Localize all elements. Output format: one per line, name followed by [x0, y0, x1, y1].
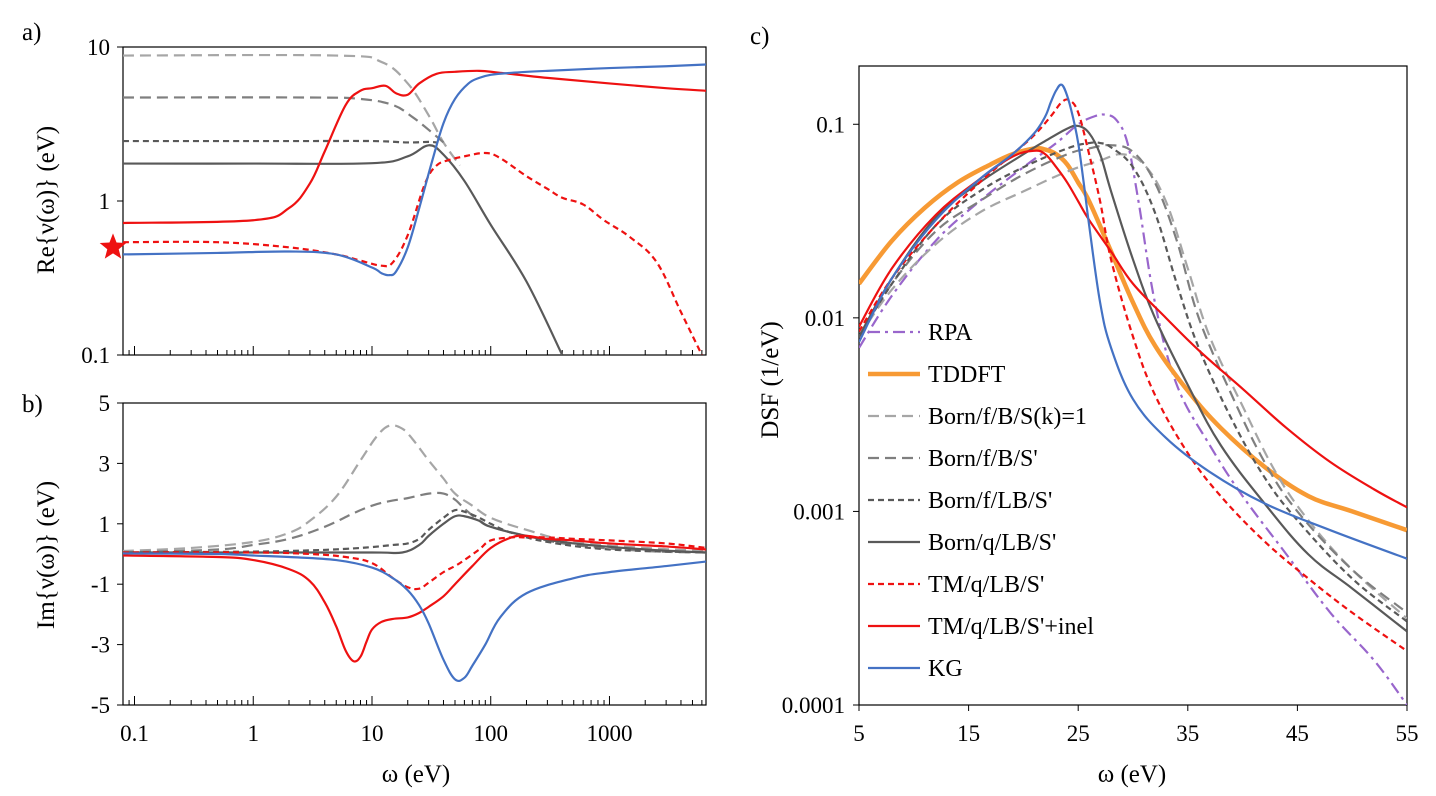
- panel-b-ytick-label: -3: [91, 633, 110, 658]
- legend-label-5: Born/q/LB/S': [928, 530, 1056, 556]
- panel-c-frame: [858, 65, 1408, 706]
- panel-c-series-tddft: [859, 145, 1407, 533]
- panel-b-ytick-label: -5: [91, 693, 110, 718]
- legend-label-2: Born/f/B/S(k)=1: [928, 404, 1087, 430]
- panel-b-series-tm-q-lb-s: [123, 536, 706, 591]
- panel-b-ylabel: Im{ν(ω)} (eV): [33, 481, 60, 629]
- panel-b-plot: 5 3 1 -1 -3 -5 0.1 1 10 100 1000: [91, 391, 707, 746]
- panel-b-xtick-label: 1: [247, 721, 259, 746]
- panel-c-ytick-label: 0.001: [793, 499, 845, 524]
- legend-label-6: TM/q/LB/S': [928, 572, 1044, 598]
- panel-a-ylabel: Re{ν(ω)} (eV): [33, 126, 60, 274]
- panel-b-series-kg: [123, 552, 706, 683]
- panel-c-xtick-label: 25: [1067, 721, 1090, 746]
- panel-a-series-group: [123, 53, 706, 355]
- panel-c-xtick-label: 35: [1176, 721, 1199, 746]
- panel-c-plot: 0.1 0.01 0.001 0.0001 5 15 25 35 45 55: [782, 65, 1419, 746]
- legend-label-7: TM/q/LB/S'+inel: [928, 614, 1094, 640]
- panel-b-xtick-label: 1000: [586, 721, 632, 746]
- legend-label-8: KG: [928, 656, 963, 682]
- panel-c-series-tm-q-lb-s: [859, 98, 1407, 652]
- panel-c-ytick-label: 0.0001: [782, 693, 845, 718]
- panel-c-xtick-label: 5: [853, 721, 865, 746]
- legend-label-1: TDDFT: [928, 362, 1006, 388]
- panel-c-xtick-label: 15: [957, 721, 980, 746]
- panel-b-series-born-f-b-s: [123, 491, 706, 554]
- panel-b-label: b): [22, 391, 43, 418]
- panel-c-series-kg: [859, 83, 1407, 560]
- panel-a-ytick-label: 1: [99, 189, 111, 214]
- panel-c-label: c): [750, 23, 769, 50]
- panel-a-series-born-f-b-s: [123, 96, 445, 144]
- panel-a-series-born-f-lb-s: [123, 139, 437, 144]
- panel-c-series-group: [859, 83, 1407, 705]
- panel-b-ytick-label: 1: [99, 512, 111, 537]
- panel-b-ytick-label: 3: [99, 451, 111, 476]
- panel-b-ytick-label: 5: [99, 391, 111, 416]
- panel-c-series-born-f-lb-s: [859, 141, 1407, 623]
- panel-b-xtick-label: 10: [360, 721, 383, 746]
- panel-a-series-born-q-lb-s: [123, 144, 564, 355]
- panel-a-star-marker: [99, 233, 127, 259]
- panel-a-ytick-label: 0.1: [81, 343, 110, 368]
- panel-b-group: b) Im{ν(ω)} (eV) ω (eV) 5 3 1 -1 -3 -5 0.1 1 10 1…: [22, 391, 707, 788]
- panel-c-xtick-label: 45: [1286, 721, 1309, 746]
- panel-a-ytick-label: 10: [87, 35, 110, 60]
- panel-b-ytick-label: -1: [91, 572, 110, 597]
- legend-label-3: Born/f/B/S': [928, 446, 1038, 472]
- legend-label-0: RPA: [928, 320, 973, 346]
- panel-b-xtick-label: 100: [473, 721, 508, 746]
- panel-a-frame: [122, 46, 707, 356]
- panel-c-group: c) DSF (1/eV) ω (eV) 0.1 0.01 0.001 0.0001 5…: [750, 23, 1419, 788]
- panel-c-ytick-label: 0.1: [816, 112, 845, 137]
- panel-a-label: a): [22, 19, 41, 46]
- panel-a-series-kg: [123, 63, 706, 277]
- panel-c-xtick-label: 55: [1396, 721, 1419, 746]
- panel-a-series-born-f-b-s-k-1: [123, 53, 461, 167]
- panel-b-series-tm-q-lb-s-inel: [123, 534, 706, 663]
- panel-a-group: a) Re{ν(ω)} (eV) 10 1 0.1: [22, 19, 707, 368]
- panel-c-series-rpa: [859, 113, 1407, 705]
- panel-b-series-born-f-b-s-k-1: [123, 424, 706, 553]
- panel-a-plot: 10 1 0.1: [81, 35, 707, 368]
- panel-c-xlabel: ω (eV): [1098, 761, 1167, 788]
- panel-b-xtick-label: 0.1: [120, 721, 149, 746]
- panel-c-ytick-label: 0.01: [805, 306, 845, 331]
- panel-c-series-born-f-b-s: [859, 143, 1407, 614]
- panel-b-xlabel: ω (eV): [382, 761, 451, 788]
- panel-a-series-tm-q-lb-s-inel: [123, 69, 706, 225]
- panel-c-legend: RPA TDDFT Born/f/B/S(k)=1 Born/f/B/S' Born/f…: [868, 320, 1094, 682]
- panel-b-series-born-q-lb-s: [123, 514, 706, 555]
- panel-b-series-group: [123, 424, 706, 683]
- legend-label-4: Born/f/LB/S': [928, 488, 1052, 514]
- panel-c-ylabel: DSF (1/eV): [757, 321, 784, 438]
